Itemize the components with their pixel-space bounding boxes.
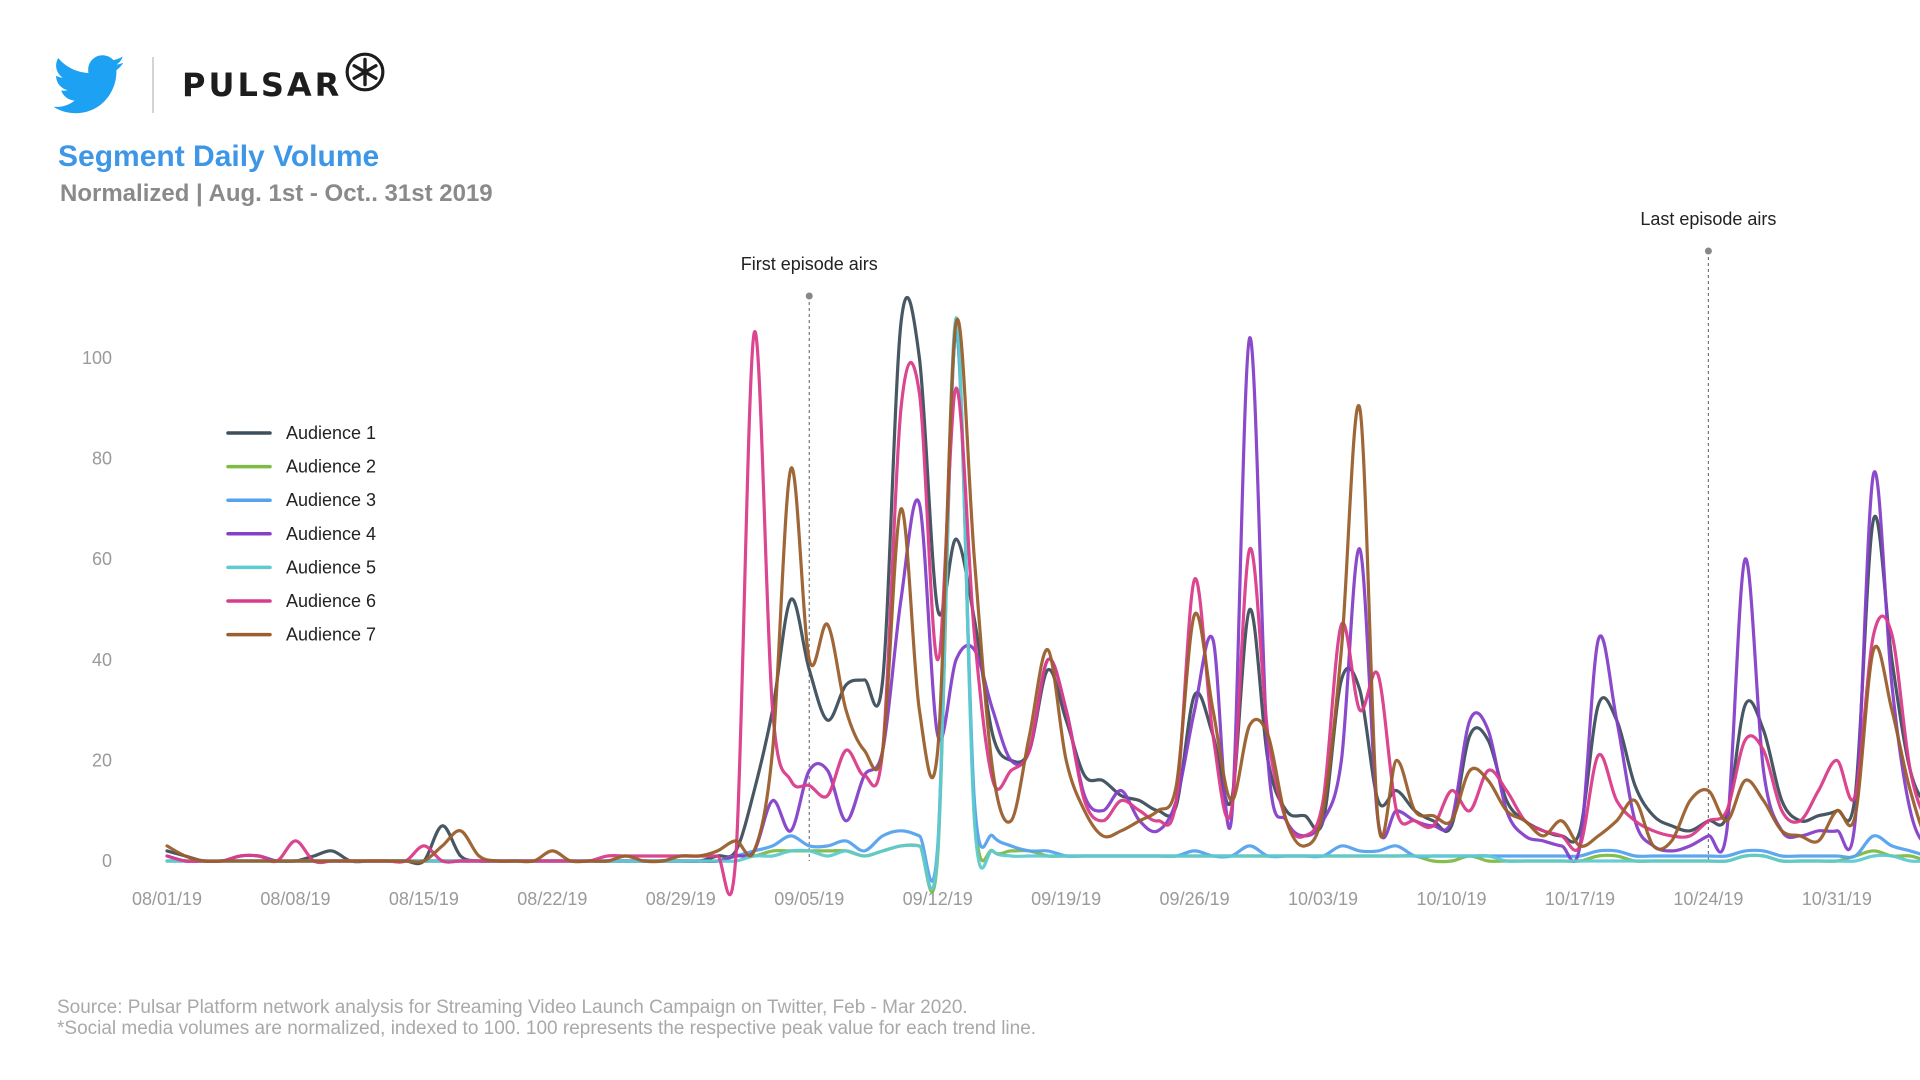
footer: Source: Pulsar Platform network analysis…: [57, 997, 1036, 1039]
source-note: Source: Pulsar Platform network analysis…: [57, 997, 968, 1018]
x-tick-label: 08/08/19: [260, 889, 330, 909]
x-tick-label: 10/10/19: [1416, 889, 1486, 909]
legend-label-audience-3: Audience 3: [286, 490, 376, 510]
x-tick-label: 08/01/19: [132, 889, 202, 909]
y-tick-label: 80: [92, 449, 112, 469]
legend-label-audience-1: Audience 1: [286, 423, 376, 443]
annotation-marker: [805, 292, 813, 300]
y-tick-label: 60: [92, 549, 112, 569]
series-line-audience-1: [165, 295, 1920, 866]
annotation-label: First episode airs: [741, 254, 878, 274]
y-tick-label: 20: [92, 750, 112, 770]
series-line-audience-2: [165, 331, 1920, 894]
legend-label-audience-2: Audience 2: [286, 457, 376, 477]
series-line-audience-3: [165, 331, 1920, 883]
series-line-audience-4: [165, 336, 1920, 863]
chart-title: Segment Daily Volume: [58, 140, 380, 173]
x-tick-label: 10/24/19: [1673, 889, 1743, 909]
x-tick-label: 09/05/19: [774, 889, 844, 909]
x-tick-label: 09/19/19: [1031, 889, 1101, 909]
x-tick-label: 10/17/19: [1545, 889, 1615, 909]
legend-label-audience-4: Audience 4: [286, 524, 376, 544]
series-line-audience-5: [165, 316, 1920, 891]
logo-divider: [152, 57, 154, 113]
line-chart: 0 20 40 60 80 100 08/01/19 08/08/19 08/15/19 08/2…: [82, 209, 1920, 909]
x-tick-label: 10/31/19: [1802, 889, 1872, 909]
y-tick-label: 0: [102, 851, 112, 871]
y-tick-label: 100: [82, 348, 112, 368]
asterisk-star-icon: [345, 52, 385, 92]
legend-label-audience-5: Audience 5: [286, 557, 376, 577]
series-line-audience-6: [165, 330, 1920, 897]
y-tick-label: 40: [92, 650, 112, 670]
x-tick-label: 08/15/19: [389, 889, 459, 909]
chart-subtitle: Normalized | Aug. 1st - Oct.. 31st 2019: [60, 180, 493, 207]
logo-row: PULSAR: [54, 50, 386, 120]
pulsar-wordmark: PULSAR: [182, 66, 343, 104]
annotation-label: Last episode airs: [1640, 209, 1776, 229]
twitter-bird-icon: [54, 55, 125, 114]
x-tick-label: 08/29/19: [646, 889, 716, 909]
legend-label-audience-7: Audience 7: [286, 625, 376, 645]
x-tick-label: 09/26/19: [1160, 889, 1230, 909]
x-tick-label: 09/12/19: [903, 889, 973, 909]
annotation-marker: [1704, 247, 1712, 255]
x-tick-label: 10/03/19: [1288, 889, 1358, 909]
x-tick-label: 08/22/19: [517, 889, 587, 909]
normalization-note: *Social media volumes are normalized, in…: [57, 1018, 1037, 1039]
series-line-audience-7: [165, 317, 1920, 864]
legend-label-audience-6: Audience 6: [286, 591, 376, 611]
